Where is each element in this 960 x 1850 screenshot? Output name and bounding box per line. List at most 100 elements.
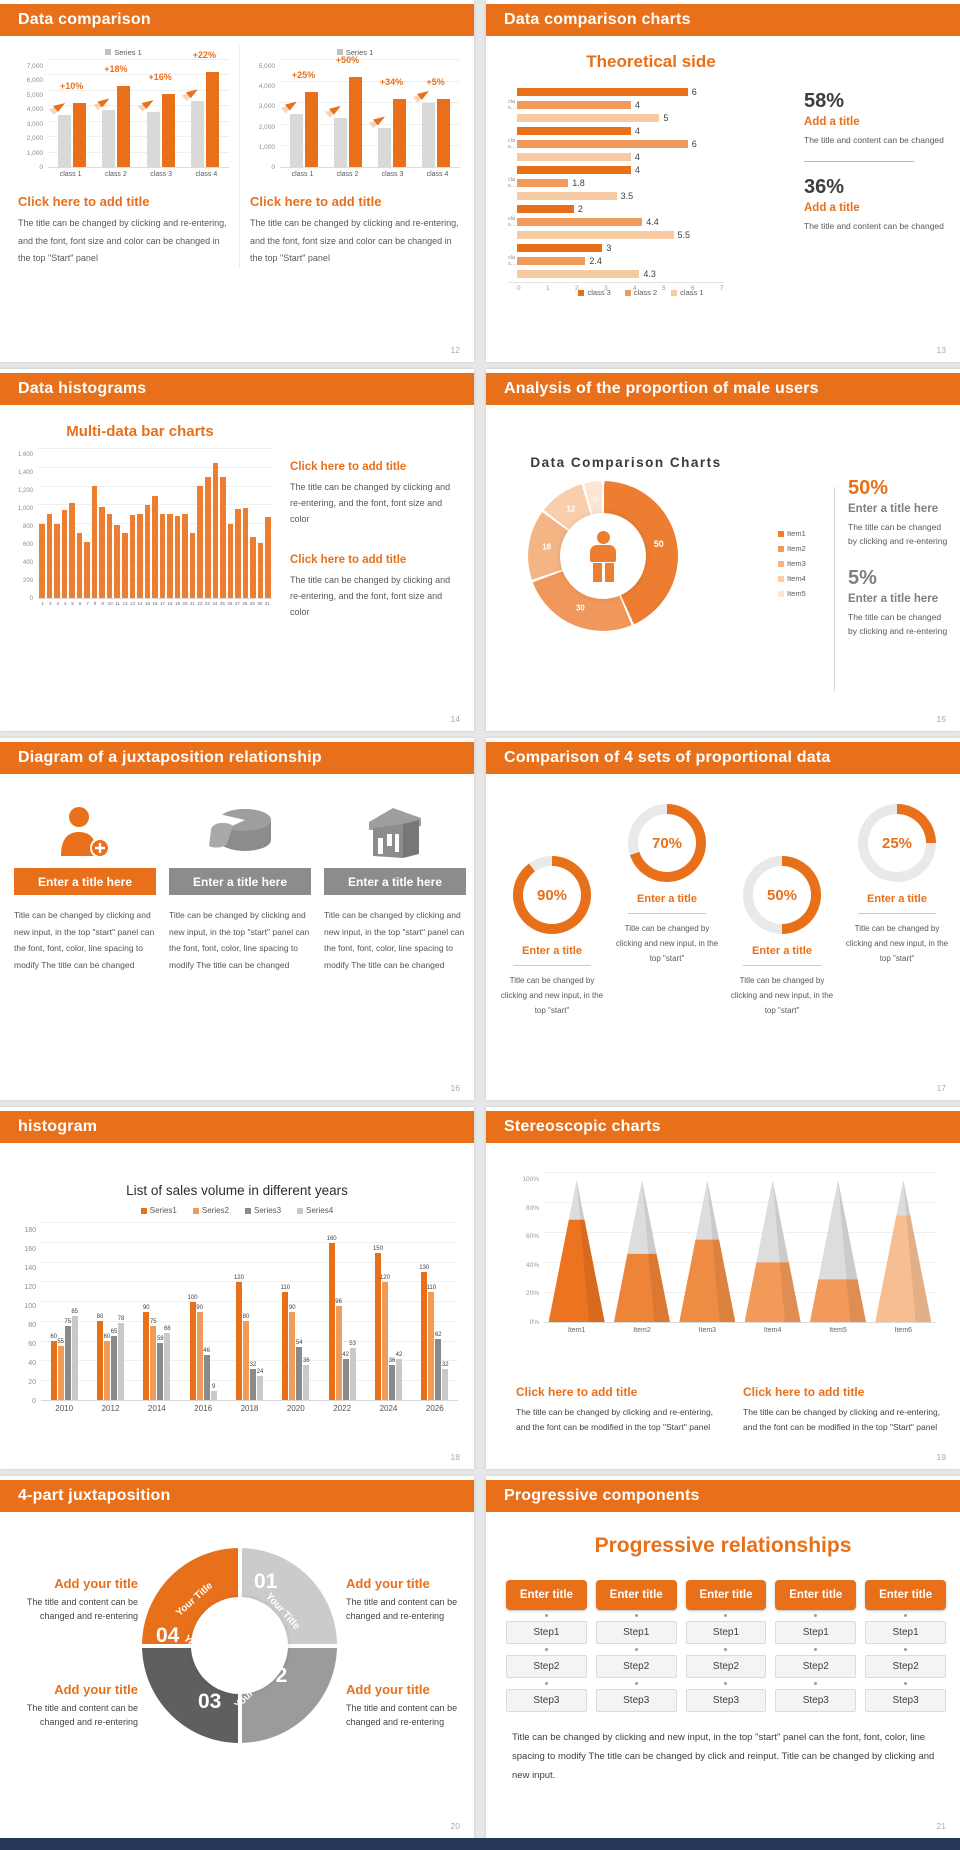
divider	[628, 913, 706, 914]
growth-dart-icon	[181, 89, 199, 102]
slide-18-histogram[interactable]: histogram List of sales volume in differ…	[0, 1107, 474, 1469]
slide-header-title: Progressive components	[504, 1487, 700, 1504]
chart-title: Multi-data bar charts	[66, 423, 214, 440]
stat-body: The title can be changed by clicking and…	[848, 522, 948, 547]
enter-title-button: Enter title	[865, 1580, 946, 1610]
block-body: The title and content can be changed and…	[26, 1703, 138, 1728]
slide-header: Progressive components	[486, 1480, 960, 1512]
step-box: Step3	[865, 1689, 946, 1712]
gauge-block: 25% Enter a title Title can be changed b…	[845, 804, 949, 966]
step-box: Step3	[595, 1689, 677, 1712]
slide-header: Stereoscopic charts	[486, 1111, 960, 1143]
slide-header: Comparison of 4 sets of proportional dat…	[486, 742, 960, 774]
horizontal-bar-chart: clas… 6 4 5 clas… 4 6 4 clas… 4 1.8 3.5 clas… 2 4.4 5.5…	[508, 87, 724, 292]
gauge-body: Title can be changed by clicking and new…	[500, 976, 604, 1015]
donut-gauge: 50%	[743, 856, 821, 934]
chart-legend: Series 1	[18, 46, 229, 58]
stat-block: 36% Add a title The title and content ca…	[804, 176, 944, 233]
stat-title: Add a title	[804, 202, 860, 215]
slide-19-stereoscopic-charts[interactable]: Stereoscopic charts 100% 80% 60% 40% 20% 0% It…	[486, 1107, 960, 1469]
step-box: Step2	[865, 1655, 946, 1678]
step-column: Enter title Step1 Step2 Step3	[595, 1580, 677, 1712]
stat-blocks: 58% Add a title The title and content ca…	[804, 90, 944, 234]
divider	[804, 161, 914, 163]
slide-paragraph: Title can be changed by clicking and new…	[512, 1732, 935, 1781]
slide-21-progressive-components[interactable]: Progressive components Progressive relat…	[486, 1476, 960, 1838]
step-column: Enter title Step1 Step2 Step3	[506, 1580, 587, 1712]
stat-blocks: 50% Enter a title here The title can be …	[848, 477, 950, 639]
pair-bar-chart: 5,000 4,000 3,000 2,000 1,000 0 +25% +50% +34% +5…	[250, 55, 460, 178]
comparison-panel-right: Series 1 5,000 4,000 3,000 2,000 1,000 0 +25% +…	[239, 46, 470, 268]
step-box: Step1	[506, 1621, 587, 1644]
step-box: Step3	[775, 1689, 857, 1712]
slide-header-title: Stereoscopic charts	[504, 1118, 661, 1135]
title-banner: Enter a title here	[324, 868, 466, 895]
step-box: Step1	[865, 1621, 946, 1644]
stat-block: 58% Add a title The title and content ca…	[804, 90, 944, 147]
step-columns: Enter title Step1 Step2 Step3 Enter title Ste…	[506, 1580, 946, 1712]
slide-header-title: Comparison of 4 sets of proportional dat…	[504, 749, 831, 766]
divider	[743, 965, 821, 966]
slide-header: Data comparison	[0, 4, 474, 36]
cone-shape	[744, 1180, 801, 1322]
slide-12-data-comparison[interactable]: Data comparison Series 1 7,000 6,000 5,000…	[0, 0, 474, 362]
page-number: 16	[450, 1083, 460, 1093]
step-box: Step2	[595, 1655, 677, 1678]
stat-block: 5% Enter a title here The title can be c…	[848, 567, 950, 639]
multi-bar-chart: 1,600 1,400 1,200 1,000 800 600 400 200 0 1 2 3 4 5 6 7…	[10, 448, 272, 606]
slide-header-title: Data histograms	[18, 380, 147, 397]
cone-shape	[548, 1180, 605, 1322]
page-number: 20	[450, 1821, 460, 1831]
growth-dart-icon	[49, 103, 66, 116]
person-plus-icon	[14, 796, 156, 868]
slide-header: Data comparison charts	[486, 4, 960, 36]
block-body: The title and content can be changed and…	[346, 1703, 458, 1728]
block-body: The title and content can be changed and…	[346, 1597, 458, 1622]
text-block: Add your title The title and content can…	[346, 1682, 474, 1730]
pair-bar-chart: 7,000 6,000 5,000 4,000 3,000 2,000 1,000 0 +10%…	[18, 50, 229, 178]
stat-percentage: 50%	[848, 477, 889, 499]
stat-body: The title and content can be changed	[804, 221, 944, 232]
growth-dart-icon	[413, 90, 430, 103]
gauge-block: 50% Enter a title Title can be changed b…	[730, 856, 834, 1018]
slide-body: Series 1 7,000 6,000 5,000 4,000 3,000 2,000 1…	[8, 46, 470, 268]
comparison-panel-left: Series 1 7,000 6,000 5,000 4,000 3,000 2,000 1…	[8, 46, 239, 268]
block-body: The title and content can be changed and…	[26, 1597, 138, 1622]
slide-15-male-users-proportion[interactable]: Analysis of the proportion of male users…	[486, 369, 960, 731]
cone-shape	[875, 1180, 932, 1322]
block-title: Click here to add title	[290, 461, 407, 473]
chart-legend: Series1 Series2 Series3 Series4	[0, 1206, 474, 1215]
step-column: Enter title Step1 Step2 Step3	[865, 1580, 946, 1712]
grouped-bar-chart: 180 160 140 120 100 80 60 40 20 0 60 55 75 85 80 60 65 78…	[16, 1222, 458, 1413]
slide-13-data-comparison-charts[interactable]: Data comparison charts Theoretical side …	[486, 0, 960, 362]
page-number: 15	[936, 714, 946, 724]
page-number: 13	[936, 345, 946, 355]
slide-14-data-histograms[interactable]: Data histograms Multi-data bar charts 1,…	[0, 369, 474, 731]
juxtaposition-item: Enter a title here Title can be changed …	[169, 796, 311, 973]
stat-title: Enter a title here	[848, 592, 939, 605]
slide-20-four-part-juxtaposition[interactable]: 4-part juxtaposition 01 02 03 04 Your Title Y…	[0, 1476, 474, 1838]
text-block: Add your title The title and content can…	[346, 1576, 474, 1624]
gauge-block: 90% Enter a title Title can be changed b…	[500, 856, 604, 1018]
slide-17-proportional-data[interactable]: Comparison of 4 sets of proportional dat…	[486, 738, 960, 1100]
item-body: Title can be changed by clicking and new…	[169, 910, 310, 970]
block-body: The title can be changed by clicking and…	[743, 1407, 941, 1432]
slide-16-juxtaposition-diagram[interactable]: Diagram of a juxtaposition relationship …	[0, 738, 474, 1100]
donut-gauge: 25%	[858, 804, 936, 882]
stat-percentage: 36%	[804, 176, 845, 199]
gauge-title: Enter a title	[867, 893, 927, 905]
page-number: 14	[450, 714, 460, 724]
gauge-body: Title can be changed by clicking and new…	[615, 924, 719, 963]
stat-title: Enter a title here	[848, 503, 939, 515]
step-box: Step2	[775, 1655, 857, 1678]
panel-body: The title can be changed by clicking and…	[18, 218, 227, 264]
title-banner: Enter a title here	[169, 868, 311, 895]
step-column: Enter title Step1 Step2 Step3	[775, 1580, 857, 1712]
male-person-icon	[590, 530, 616, 582]
growth-dart-icon	[325, 105, 342, 118]
item-body: Title can be changed by clicking and new…	[14, 910, 155, 970]
panel-title: Click here to add title	[18, 194, 150, 209]
step-box: Step1	[595, 1621, 677, 1644]
